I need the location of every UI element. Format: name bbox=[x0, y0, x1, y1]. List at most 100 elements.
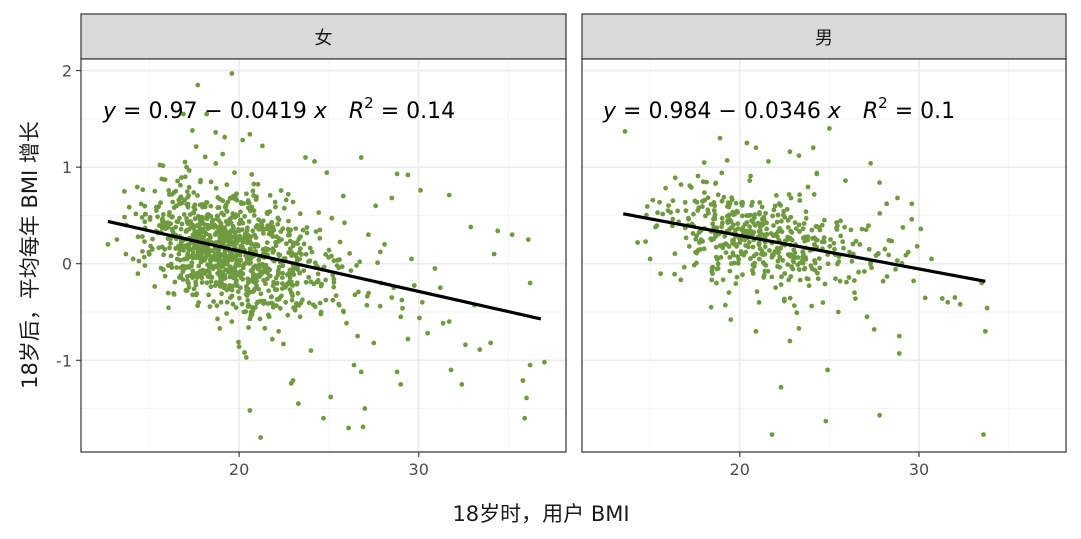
scatter-point bbox=[448, 367, 454, 373]
y-axis-title: 18岁后，平均每年 BMI 增长 bbox=[18, 121, 42, 389]
scatter-point bbox=[800, 254, 806, 260]
scatter-point bbox=[273, 204, 278, 210]
scatter-point bbox=[273, 275, 279, 281]
scatter-point bbox=[782, 238, 788, 244]
scatter-point bbox=[398, 314, 404, 320]
scatter-point bbox=[301, 268, 307, 273]
scatter-point bbox=[154, 208, 159, 214]
scatter-point bbox=[815, 276, 821, 282]
scatter-point bbox=[250, 228, 256, 234]
scatter-point bbox=[701, 246, 707, 252]
scatter-point bbox=[896, 351, 902, 356]
scatter-point bbox=[527, 280, 533, 286]
scatter-point bbox=[269, 294, 274, 300]
scatter-point bbox=[769, 432, 775, 437]
scatter-point bbox=[223, 231, 228, 237]
scatter-point bbox=[218, 299, 224, 305]
scatter-point bbox=[653, 224, 658, 230]
scatter-point bbox=[177, 275, 182, 280]
scatter-point bbox=[217, 326, 223, 331]
scatter-points bbox=[622, 126, 990, 437]
scatter-point bbox=[243, 355, 249, 360]
scatter-point bbox=[394, 171, 400, 177]
scatter-point bbox=[174, 265, 180, 270]
scatter-point bbox=[753, 328, 759, 334]
scatter-point bbox=[377, 249, 383, 255]
eq-coefficients: = 0.97 − 0.0419 bbox=[116, 99, 314, 124]
scatter-point bbox=[162, 246, 168, 252]
scatter-point bbox=[174, 219, 180, 225]
scatter-point bbox=[292, 305, 298, 310]
scatter-point bbox=[293, 252, 298, 258]
scatter-point bbox=[286, 218, 291, 224]
scatter-point bbox=[871, 327, 877, 332]
scatter-point bbox=[326, 247, 332, 253]
scatter-point bbox=[192, 216, 198, 222]
scatter-point bbox=[715, 192, 721, 198]
scatter-point bbox=[133, 211, 139, 217]
scatter-point bbox=[468, 224, 474, 230]
scatter-point bbox=[911, 278, 916, 284]
scatter-point bbox=[779, 218, 784, 224]
scatter-point bbox=[840, 239, 846, 245]
eq-r-superscript: 2 bbox=[878, 94, 888, 112]
scatter-point bbox=[749, 218, 754, 224]
scatter-point bbox=[710, 271, 715, 276]
scatter-point bbox=[105, 242, 111, 247]
scatter-point bbox=[135, 271, 141, 277]
scatter-point bbox=[196, 263, 202, 269]
scatter-point bbox=[199, 280, 205, 285]
scatter-point bbox=[186, 265, 192, 270]
scatter-point bbox=[331, 284, 337, 290]
scatter-point bbox=[224, 311, 230, 316]
scatter-point bbox=[213, 185, 219, 191]
scatter-point bbox=[313, 229, 319, 235]
scatter-point bbox=[311, 281, 317, 287]
regression-line bbox=[107, 219, 542, 321]
scatter-point bbox=[719, 224, 724, 230]
scatter-point bbox=[389, 195, 395, 201]
scatter-point bbox=[683, 208, 689, 214]
scatter-point bbox=[248, 241, 254, 246]
scatter-point bbox=[182, 265, 188, 271]
scatter-point bbox=[720, 220, 725, 226]
eq-y-symbol: y bbox=[102, 99, 117, 124]
scatter-point bbox=[247, 408, 253, 413]
regression-equation: y = 0.984 − 0.0346 x R2 = 0.1 bbox=[602, 94, 955, 124]
scatter-point bbox=[274, 281, 280, 286]
scatter-point bbox=[756, 240, 762, 246]
scatter-point bbox=[895, 195, 900, 201]
scatter-point bbox=[820, 300, 826, 305]
scatter-point bbox=[297, 314, 303, 320]
scatter-point bbox=[720, 242, 726, 248]
scatter-point bbox=[224, 299, 230, 305]
scatter-point bbox=[246, 325, 251, 330]
scatter-point bbox=[248, 260, 254, 266]
scatter-point bbox=[213, 130, 219, 135]
scatter-point bbox=[288, 381, 294, 386]
scatter-point bbox=[714, 266, 720, 272]
scatter-point bbox=[161, 212, 166, 217]
scatter-point bbox=[665, 208, 671, 214]
scatter-point bbox=[251, 287, 257, 293]
scatter-point bbox=[726, 290, 732, 295]
scatter-point bbox=[233, 212, 239, 218]
scatter-point bbox=[195, 82, 201, 88]
x-tick-label: 20 bbox=[730, 460, 750, 479]
scatter-point bbox=[255, 266, 261, 272]
scatter-point bbox=[364, 302, 370, 308]
scatter-point bbox=[862, 269, 867, 274]
scatter-point bbox=[984, 305, 990, 311]
scatter-point bbox=[321, 415, 326, 421]
scatter-point bbox=[179, 221, 185, 227]
scatter-point bbox=[759, 204, 765, 210]
scatter-point bbox=[663, 185, 668, 191]
scatter-point bbox=[446, 192, 452, 198]
eq-r2-value: = 0.1 bbox=[888, 99, 955, 124]
scatter-point bbox=[168, 240, 173, 246]
scatter-point bbox=[909, 216, 915, 222]
scatter-point bbox=[301, 241, 307, 247]
scatter-point bbox=[884, 274, 890, 279]
scatter-point bbox=[200, 250, 206, 255]
scatter-point bbox=[199, 257, 205, 263]
